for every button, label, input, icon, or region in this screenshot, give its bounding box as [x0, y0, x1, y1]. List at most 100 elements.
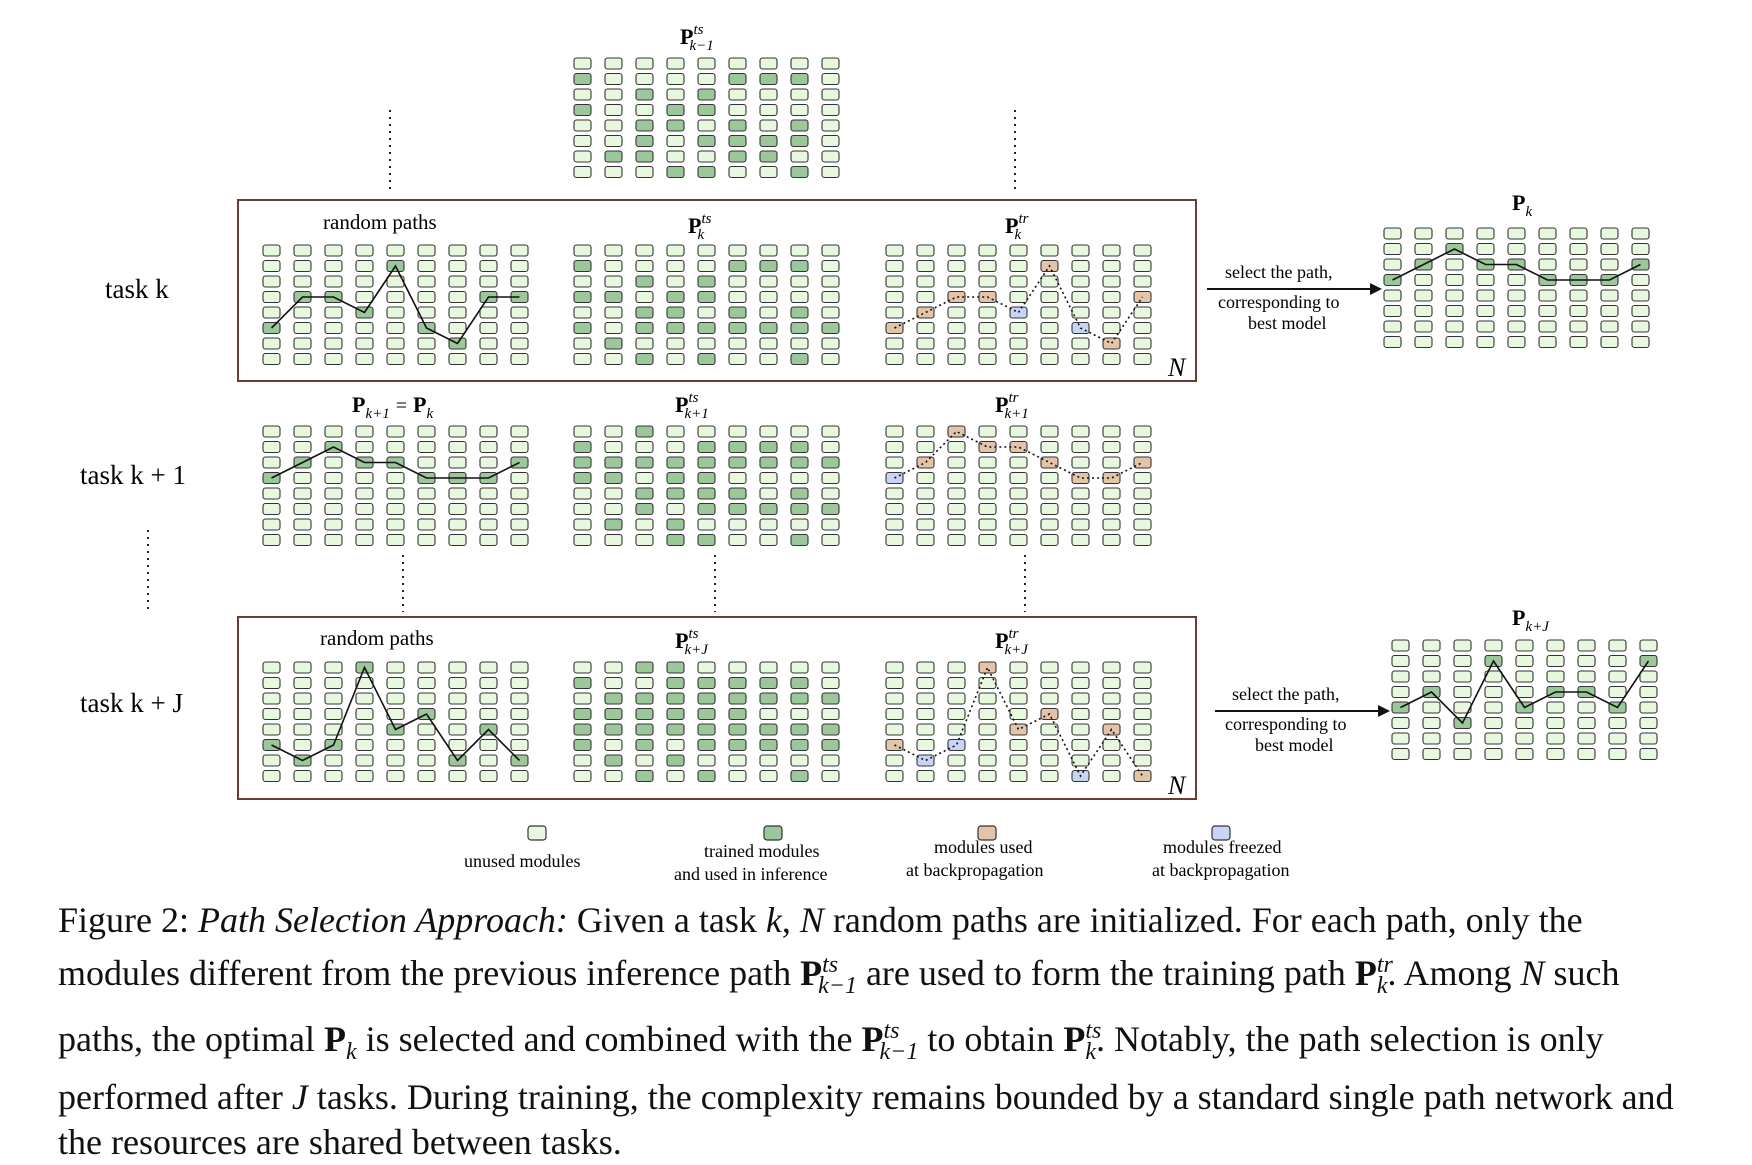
- module-cell: [1422, 654, 1441, 668]
- module-cell: [1476, 227, 1495, 240]
- title-pk1-eq-pk: Pk+1 = Pk: [352, 392, 433, 422]
- module-cell: [978, 352, 997, 366]
- module-cell: [728, 259, 747, 273]
- module-cell: [1639, 747, 1658, 761]
- module-cell: [821, 738, 840, 752]
- module-cell: [604, 244, 623, 257]
- module-cell: [947, 738, 966, 752]
- module-cell: [324, 244, 343, 257]
- select-arrow-1: select the path, corresponding to best m…: [1207, 262, 1382, 333]
- module-cell: [635, 321, 654, 335]
- task-kJ-frame: [237, 616, 1197, 800]
- module-cell: [604, 88, 623, 101]
- module-cell: [635, 676, 654, 690]
- module-cell: [821, 707, 840, 721]
- module-cell: [1631, 227, 1650, 240]
- module-cell: [635, 352, 654, 366]
- module-cell: [293, 502, 312, 516]
- module-cell: [1608, 654, 1627, 668]
- module-cell: [759, 337, 778, 350]
- module-cell: [759, 456, 778, 469]
- module-cell: [1040, 290, 1059, 304]
- module-cell: [1414, 242, 1433, 256]
- grid-random-paths-1-path: [270, 264, 520, 345]
- module-cell: [1569, 289, 1588, 302]
- module-cell: [728, 150, 747, 163]
- module-cell: [1009, 456, 1028, 469]
- module-cell: [262, 337, 281, 350]
- module-cell: [635, 471, 654, 485]
- module-cell: [759, 57, 778, 70]
- module-cell: [916, 487, 935, 500]
- module-cell: [262, 661, 281, 674]
- module-cell: [355, 440, 374, 454]
- module-cell: [293, 769, 312, 783]
- module-cell: [790, 754, 809, 767]
- module-cell: [448, 440, 467, 454]
- module-cell: [1631, 289, 1650, 302]
- module-cell: [510, 692, 529, 705]
- module-cell: [573, 119, 592, 132]
- module-cell: [479, 244, 498, 257]
- module-cell: [448, 502, 467, 516]
- module-cell: [573, 290, 592, 304]
- module-cell: [947, 352, 966, 366]
- module-cell: [947, 440, 966, 454]
- module-cell: [728, 134, 747, 148]
- title-ptr-kJ: Ptr k+J: [995, 626, 1029, 658]
- module-cell: [417, 692, 436, 705]
- module-cell: [1391, 747, 1410, 761]
- grid-pk1-eq-pk-path: [271, 446, 520, 479]
- module-cell: [1639, 732, 1658, 745]
- module-cell: [386, 518, 405, 531]
- module-cell: [1133, 487, 1152, 500]
- module-cell: [978, 692, 997, 705]
- module-cell: [1484, 716, 1503, 730]
- grid-ptr-kJ-path: [894, 665, 1144, 778]
- module-cell: [1507, 320, 1526, 333]
- module-cell: [573, 723, 592, 736]
- module-cell: [978, 337, 997, 350]
- module-cell: [1383, 304, 1402, 318]
- module-cell: [697, 425, 716, 438]
- module-cell: [821, 244, 840, 257]
- module-cell: [916, 259, 935, 273]
- module-cell: [759, 440, 778, 454]
- module-cell: [604, 707, 623, 721]
- module-cell: [1133, 306, 1152, 319]
- module-cell: [885, 259, 904, 273]
- module-cell: [1133, 661, 1152, 674]
- module-cell: [790, 259, 809, 273]
- module-cell: [666, 769, 685, 783]
- module-cell: [262, 244, 281, 257]
- module-cell: [1600, 304, 1619, 318]
- module-cell: [1507, 227, 1526, 240]
- module-cell: [1071, 425, 1090, 438]
- module-cell: [666, 692, 685, 705]
- module-cell: [1009, 290, 1028, 304]
- module-cell: [355, 518, 374, 531]
- module-cell: [1546, 701, 1565, 714]
- module-cell: [697, 165, 716, 179]
- module-cell: [635, 425, 654, 438]
- svg-text:best model: best model: [1248, 313, 1327, 333]
- module-cell: [1009, 471, 1028, 485]
- module-cell: [1133, 337, 1152, 350]
- module-cell: [324, 275, 343, 288]
- module-cell: [355, 723, 374, 736]
- module-cell: [885, 440, 904, 454]
- module-cell: [790, 661, 809, 674]
- module-cell: [324, 456, 343, 469]
- module-cell: [1040, 456, 1059, 469]
- module-cell: [1546, 747, 1565, 761]
- module-cell: [1009, 533, 1028, 547]
- module-cell: [1102, 502, 1121, 516]
- module-cell: [916, 275, 935, 288]
- module-cell: [697, 518, 716, 531]
- module-cell: [790, 738, 809, 752]
- grid-ptr-k1-path: [894, 430, 1143, 479]
- module-cell: [728, 244, 747, 257]
- module-cell: [790, 134, 809, 148]
- module-cell: [1515, 747, 1534, 761]
- module-cell: [293, 518, 312, 531]
